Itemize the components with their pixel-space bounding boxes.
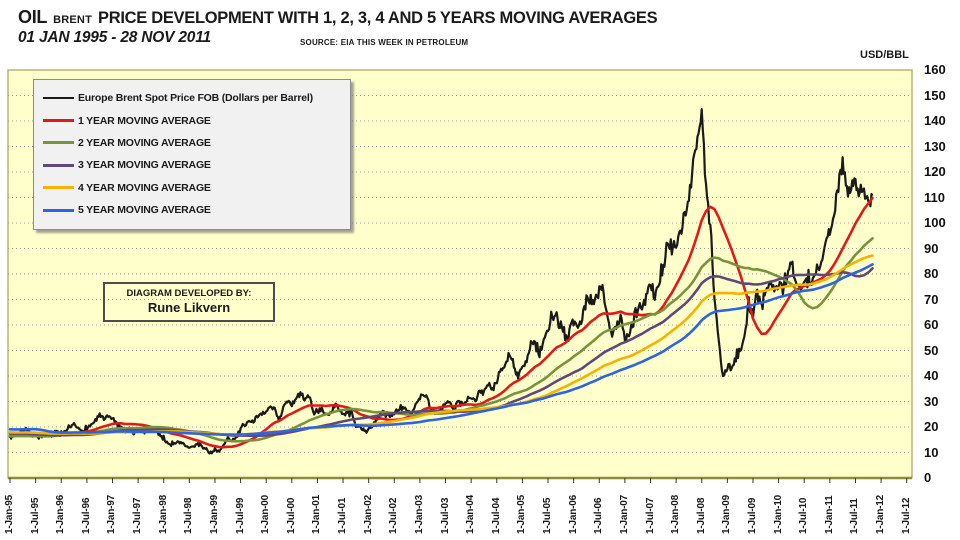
title-brent: BRENT [53, 14, 92, 26]
x-axis-tick-label: 1-Jan-99 [208, 495, 220, 534]
y-axis-tick-label: 150 [924, 87, 946, 103]
y-axis-tick-label: 90 [924, 240, 939, 256]
date-range-subtitle: 01 JAN 1995 - 28 NOV 2011 [18, 29, 211, 46]
ma2-line-swatch-icon [43, 141, 74, 145]
title-oil: OIL [18, 7, 48, 27]
y-axis-tick-label: 20 [924, 419, 939, 434]
y-axis-tick-label: 120 [924, 164, 946, 179]
x-axis-tick-label: 1-Jul-99 [234, 497, 246, 534]
y-axis-tick-label: 140 [924, 113, 946, 128]
y-axis-tick-label: 160 [924, 62, 946, 77]
x-axis-tick-label: 1-Jul-95 [29, 497, 41, 534]
x-axis-tick-label: 1-Jan-02 [362, 495, 374, 534]
x-axis-tick-label: 1-Jan-04 [465, 495, 477, 534]
x-axis-tick-label: 1-Jan-03 [413, 495, 425, 534]
x-axis-tick-labels: 1-Jan-95 1-Jul-95 1-Jan-96 1-Jul-96 1-Jan-97… [0, 482, 960, 538]
x-axis-tick-label: 1-Jan-96 [55, 495, 67, 534]
legend-label: 3 YEAR MOVING AVERAGE [78, 159, 211, 172]
x-axis-tick-label: 1-Jul-04 [490, 497, 502, 534]
legend-label: 5 YEAR MOVING AVERAGE [78, 204, 211, 217]
y-axis-tick-label: 100 [924, 215, 946, 230]
x-axis-tick-label: 1-Jul-07 [644, 497, 656, 534]
ma3-line-swatch-icon [43, 163, 74, 167]
y-axis-tick-label: 110 [924, 189, 945, 205]
legend: Europe Brent Spot Price FOB (Dollars per… [33, 79, 351, 231]
x-axis-tick-label: 1-Jan-11 [823, 495, 835, 534]
x-axis-tick-label: 1-Jul-03 [439, 497, 451, 534]
y-axis-tick-label: 40 [924, 368, 939, 383]
x-axis-tick-label: 1-Jan-95 [4, 495, 15, 534]
legend-label: Europe Brent Spot Price FOB (Dollars per… [78, 92, 313, 105]
y-axis-tick-label: 70 [924, 291, 939, 307]
legend-item-spot: Europe Brent Spot Price FOB (Dollars per… [43, 87, 341, 109]
y-axis-tick-label: 10 [924, 444, 939, 460]
x-axis-tick-label: 1-Jul-10 [798, 497, 810, 534]
legend-label: 2 YEAR MOVING AVERAGE [78, 136, 211, 149]
x-axis-tick-label: 1-Jul-00 [285, 497, 297, 534]
x-axis-tick-label: 1-Jan-06 [567, 495, 579, 534]
y-axis-tick-label: 130 [924, 138, 946, 154]
legend-item-ma4: 4 YEAR MOVING AVERAGE [43, 177, 341, 199]
y-axis-tick-label: 80 [924, 266, 939, 281]
ma4-line-swatch-icon [43, 186, 74, 190]
spot-line-swatch-icon [43, 97, 74, 100]
y-axis-tick-label: 60 [924, 317, 939, 332]
x-axis-tick-label: 1-Jan-08 [670, 495, 682, 534]
legend-label: 1 YEAR MOVING AVERAGE [78, 114, 211, 127]
x-axis-tick-label: 1-Jan-10 [772, 495, 784, 534]
credit-caption: DIAGRAM DEVELOPED BY: [126, 288, 252, 299]
x-axis-tick-label: 1-Jul-12 [900, 497, 912, 534]
x-axis-tick-label: 1-Jul-06 [593, 497, 605, 534]
x-axis-tick-label: 1-Jan-12 [875, 495, 887, 534]
legend-item-ma5: 5 YEAR MOVING AVERAGE [43, 199, 341, 221]
x-axis-tick-label: 1-Jul-08 [695, 497, 707, 534]
x-axis-tick-label: 1-Jan-97 [106, 495, 118, 534]
x-axis-tick-label: 1-Jul-98 [183, 497, 195, 534]
x-axis-tick-label: 1-Jul-97 [132, 497, 144, 534]
source-caption: SOURCE: EIA THIS WEEK IN PETROLEUM [300, 38, 469, 47]
ma5-line-swatch-icon [43, 208, 74, 212]
x-axis-tick-label: 1-Jan-05 [516, 495, 528, 534]
y-axis-unit-label: USD/BBL [860, 49, 909, 61]
x-axis-tick-label: 1-Jul-01 [337, 497, 349, 534]
credit-box: DIAGRAM DEVELOPED BY: Rune Likvern [103, 282, 275, 322]
y-axis-tick-label: 50 [924, 342, 939, 358]
x-axis-tick-label: 1-Jul-96 [80, 497, 92, 534]
x-axis-tick-label: 1-Jul-05 [542, 497, 554, 534]
x-axis-tick-label: 1-Jan-07 [618, 495, 630, 534]
x-axis-tick-label: 1-Jul-02 [388, 497, 400, 534]
legend-item-ma3: 3 YEAR MOVING AVERAGE [43, 154, 341, 176]
title-main: PRICE DEVELOPMENT WITH 1, 2, 3, 4 AND 5 … [98, 9, 658, 27]
legend-item-ma2: 2 YEAR MOVING AVERAGE [43, 132, 341, 154]
x-axis-tick-label: 1-Jan-00 [260, 495, 272, 534]
x-axis-tick-label: 1-Jan-98 [157, 495, 169, 534]
x-axis-tick-label: 1-Jul-09 [746, 497, 758, 534]
credit-author: Rune Likvern [147, 300, 231, 315]
y-axis-tick-label: 30 [924, 393, 939, 409]
legend-item-ma1: 1 YEAR MOVING AVERAGE [43, 109, 341, 131]
page-title: OIL BRENT PRICE DEVELOPMENT WITH 1, 2, 3… [18, 7, 658, 28]
x-axis-tick-label: 1-Jan-01 [311, 495, 323, 534]
legend-label: 4 YEAR MOVING AVERAGE [78, 181, 211, 194]
ma1-line-swatch-icon [43, 119, 74, 123]
y-axis-tick-label: 0 [924, 470, 932, 485]
x-axis-tick-label: 1-Jul-11 [849, 498, 861, 534]
x-axis-tick-label: 1-Jan-09 [721, 495, 733, 534]
